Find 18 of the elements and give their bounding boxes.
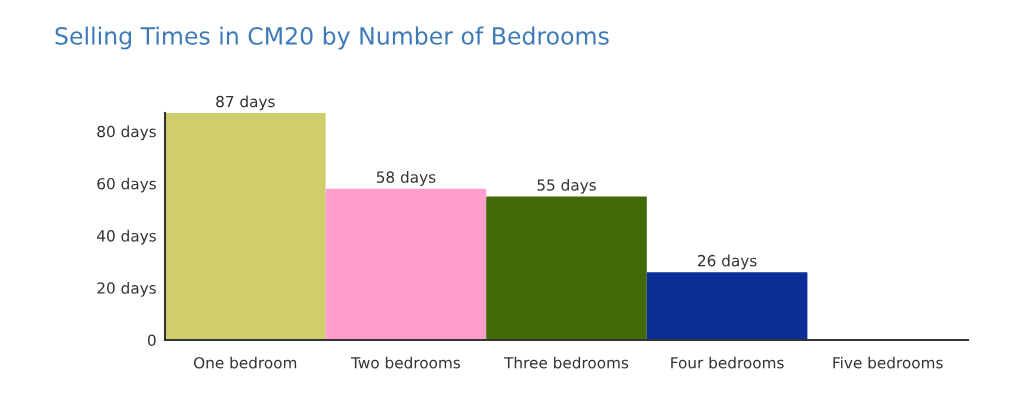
y-tick-label: 40 days (97, 229, 156, 245)
y-tick-label: 20 days (97, 282, 156, 297)
data-label: 58 days (376, 171, 436, 186)
y-tick-label: 0 (147, 334, 156, 347)
x-tick-label: Three bedrooms (504, 356, 629, 369)
chart-title: Selling Times in CM20 by Number of Bedrooms (55, 26, 609, 50)
data-label: 87 days (216, 95, 275, 111)
x-tick-label: Five bedrooms (833, 356, 943, 369)
bar (486, 196, 647, 340)
x-tick-label: One bedroom (194, 356, 297, 369)
y-tick-label: 60 days (97, 177, 156, 193)
data-label: 55 days (537, 178, 596, 194)
bar (646, 272, 808, 340)
bar (325, 188, 487, 340)
y-tick-label: 80 days (97, 125, 156, 141)
x-tick-label: Two bedrooms (350, 356, 461, 369)
x-tick-label: Four bedrooms (671, 356, 784, 369)
data-label: 26 days (698, 254, 757, 270)
